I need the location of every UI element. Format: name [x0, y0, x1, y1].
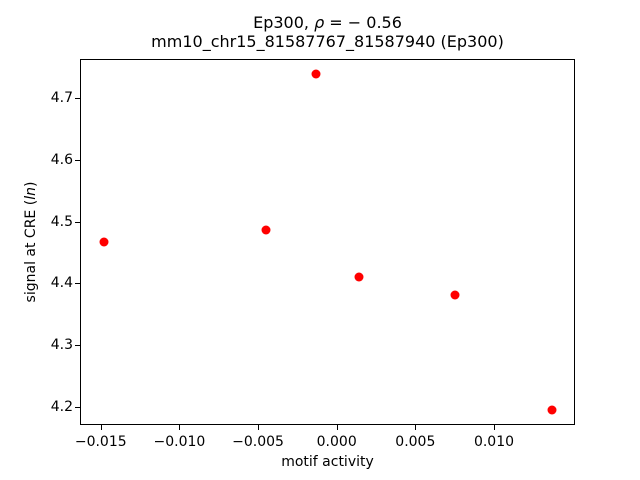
x-tick-label: 0.005 [395, 434, 436, 450]
scatter-point [547, 405, 557, 415]
x-tick-label: −0.005 [232, 434, 284, 450]
title-rho-value: = − 0.56 [324, 13, 402, 32]
y-tick-mark [75, 159, 80, 161]
plot-area [80, 59, 575, 425]
y-tick-label: 4.2 [50, 398, 73, 415]
chart-subtitle: mm10_chr15_81587767_81587940 (Ep300) [151, 32, 504, 51]
y-axis-label: signal at CRE (ln) [23, 59, 39, 425]
scatter-point [450, 290, 460, 300]
scatter-point [354, 272, 364, 282]
y-tick-mark [75, 98, 80, 100]
x-tick-mark [336, 425, 338, 430]
y-axis-label-suffix: ) [23, 181, 39, 188]
y-tick-label: 4.6 [50, 151, 73, 168]
y-tick-mark [75, 283, 80, 285]
x-tick-mark [493, 425, 495, 430]
x-axis-label: motif activity [281, 454, 374, 470]
x-tick-label: −0.010 [153, 434, 206, 450]
y-tick-mark [75, 406, 80, 408]
title-rho-symbol: ρ [314, 13, 325, 32]
x-tick-label: 0.010 [473, 434, 515, 450]
title-prefix: Ep300, [253, 13, 315, 32]
chart-title: Ep300, ρ = − 0.56 mm10_chr15_81587767_81… [80, 13, 575, 51]
x-tick-mark [415, 425, 417, 430]
x-tick-mark [258, 425, 260, 430]
scatter-point [99, 237, 109, 247]
x-tick-mark [100, 425, 102, 430]
y-tick-label: 4.5 [50, 213, 73, 230]
x-tick-mark [179, 425, 181, 430]
x-tick-label: 0.000 [316, 434, 357, 450]
y-tick-label: 4.4 [50, 275, 73, 292]
y-tick-label: 4.7 [50, 90, 73, 107]
y-axis-label-italic: ln [23, 187, 39, 200]
scatter-point [261, 225, 271, 235]
x-tick-label: −0.015 [74, 434, 127, 450]
scatter-point [311, 69, 321, 79]
chart-title-line1: Ep300, ρ = − 0.56 [80, 13, 575, 32]
y-tick-label: 4.3 [50, 337, 73, 353]
y-tick-mark [75, 345, 80, 346]
y-tick-mark [75, 221, 80, 223]
